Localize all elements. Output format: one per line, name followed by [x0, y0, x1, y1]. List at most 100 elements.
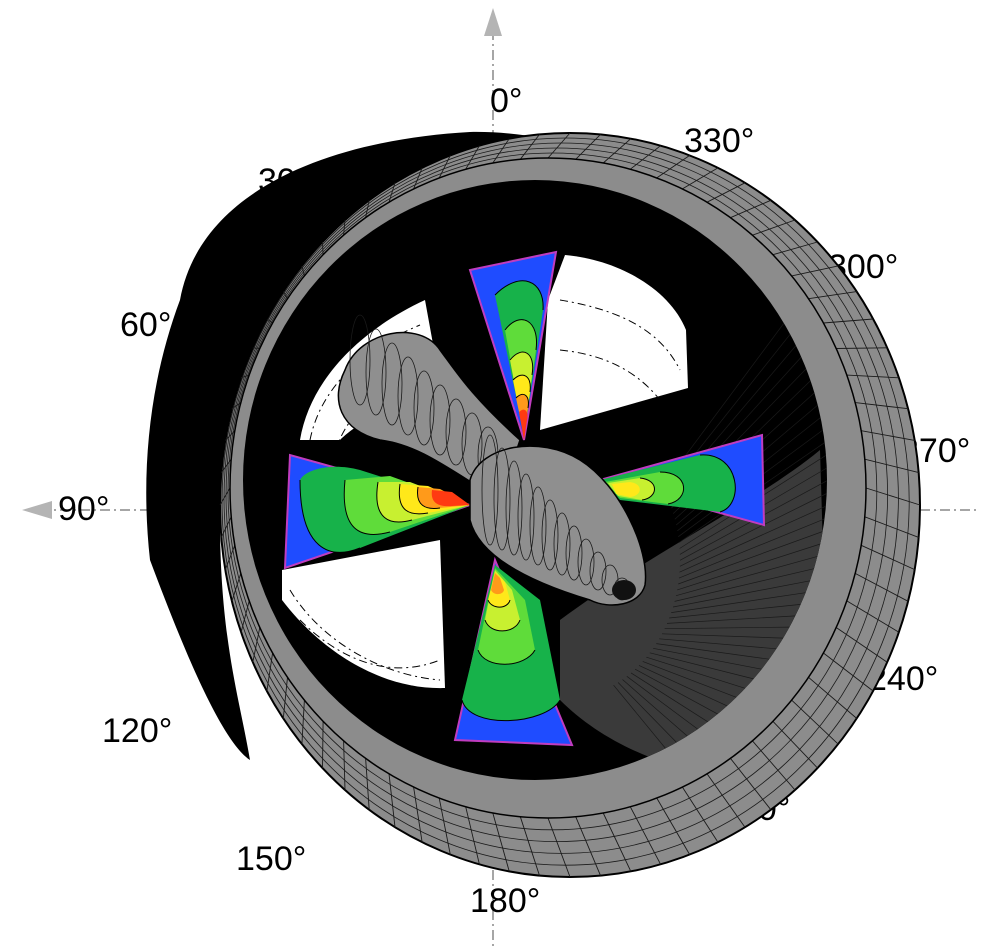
duct-ring-mesh-line: [266, 652, 274, 692]
duct-inner-wall-mesh-line: [622, 679, 688, 737]
duct-inner-wall-mesh-line: [626, 676, 698, 730]
duct-ring-mesh-line: [231, 573, 242, 602]
duct-ring-mesh-line: [413, 167, 423, 190]
hub-nose-mesh-ring: [493, 447, 511, 551]
duct-ring-mesh-line: [656, 797, 691, 855]
duct-ring-mesh-line: [730, 758, 772, 810]
duct-ring-mesh-line: [836, 347, 888, 349]
duct-ring-mesh-line: [438, 798, 451, 855]
duct-inner-wall-mesh-line: [672, 580, 811, 608]
duct-ring-mesh-line: [864, 458, 919, 474]
duct-ring-mesh-line: [365, 758, 370, 810]
hub-shaft-mesh-ring: [397, 356, 419, 436]
duct-ring-mesh-line: [730, 199, 771, 219]
duct-ring-mesh-line: [791, 699, 839, 745]
duct-inner-wall-mesh-line: [678, 518, 825, 579]
blade-top-contour-lines: [494, 280, 544, 409]
duct-inner-wall-mesh-line: [669, 604, 801, 619]
duct-ring-mesh-line: [706, 773, 746, 828]
hub-nose-mesh-ring: [481, 434, 499, 546]
duct-ring-mesh-line: [343, 740, 346, 791]
duct-ring-mesh-line: [282, 677, 288, 719]
opening-lower-left: [282, 540, 445, 689]
duct-ring-mesh-ring: [223, 142, 899, 854]
hub-shaft-mesh-ring: [349, 314, 371, 406]
duct-ring-mesh-line: [808, 676, 857, 719]
duct-ring-mesh-line: [846, 374, 899, 379]
angle-label-180: 180°: [470, 882, 540, 920]
angle-label-120: 120°: [102, 712, 172, 750]
duct-ring-mesh-line: [630, 145, 661, 170]
duct-ring-mesh-line: [823, 318, 874, 324]
duct-ring-mesh-line: [519, 816, 540, 876]
duct-inner-wall-mesh-line: [675, 556, 818, 597]
arrow-up-icon: [484, 8, 502, 36]
duct-inner-wall-mesh-line: [679, 505, 827, 573]
duct-ring-mesh-line: [575, 134, 601, 160]
blade-left-contour-lines: [299, 479, 441, 553]
propeller-hub: [337, 314, 647, 606]
angle-label-60: 60°: [120, 306, 171, 344]
hub-nose-mesh-ring: [553, 512, 571, 576]
hub-shaft-mesh-ring: [429, 384, 451, 456]
duct-ring-mesh-line: [865, 487, 921, 506]
duct-ring-mesh-ring: [227, 152, 878, 831]
hub-nose-mesh-ring: [565, 525, 583, 581]
duct-ring-mesh-line: [861, 544, 915, 571]
hub-shaft-mesh-ring: [365, 328, 387, 416]
duct-inner-wall-mesh-line: [674, 568, 815, 602]
duct-ring-mesh-line: [808, 291, 857, 300]
duct-inner-wall-mesh-line: [659, 638, 777, 650]
duct-inner-wall-mesh-line: [677, 543, 821, 591]
duct-ring-mesh-line: [706, 182, 746, 203]
duct-ring-mesh-line: [492, 812, 510, 872]
hub-nose-tip: [612, 580, 636, 600]
duct-ring-mesh-line: [861, 430, 915, 441]
duct-ring-mesh-ring: [221, 137, 910, 866]
hub-nose-mesh-ring: [589, 551, 607, 591]
duct-ring-mesh-ring: [225, 147, 888, 842]
duct-ring-mesh-line: [547, 132, 571, 159]
blade-top: [468, 250, 558, 441]
duct-ring-mesh-line: [413, 787, 423, 843]
duct-inner-wall-mesh-line: [642, 661, 737, 698]
duct-ring-mesh-line: [465, 145, 480, 170]
duct-ring-mesh-line: [224, 545, 236, 570]
angle-label-90: 90°: [58, 490, 109, 528]
duct-ring-mesh-line: [575, 816, 601, 876]
duct-ring-mesh-line: [682, 786, 719, 843]
duct-ring-mesh-line: [492, 138, 510, 164]
duct-ring-mesh-line: [252, 627, 261, 663]
duct-inner-wall-mesh-line: [664, 626, 790, 630]
duct-ring-mesh-line: [322, 721, 324, 769]
duct-ring-mesh-line: [854, 573, 909, 602]
hub-nose-mesh-ring: [529, 486, 547, 566]
duct-inner-wall-mesh-line: [634, 668, 718, 715]
hub-shaft-mesh-ring: [445, 398, 467, 466]
duct-inner-wall-mesh-line: [630, 672, 708, 723]
duct-ring-mesh-line: [823, 652, 874, 692]
duct-ring-mesh-line: [846, 600, 900, 633]
duct-ring-inner-edge: [229, 157, 867, 819]
duct-ring-mesh-line: [682, 167, 719, 190]
duct-ring-mesh-line: [752, 219, 796, 236]
duct-inner-wall-mesh-line: [653, 647, 762, 670]
duct-inner-wall-mesh-line: [646, 656, 746, 689]
angle-label-0: 0°: [490, 82, 523, 120]
duct-ring-mesh-line: [547, 817, 571, 878]
duct-ring-mesh-line: [791, 265, 839, 277]
duct-ring-mesh-line: [301, 700, 305, 745]
duct-ring-mesh-line: [602, 138, 632, 164]
duct-ring-mesh-line: [629, 806, 661, 865]
duct-ring-mesh: [219, 132, 921, 878]
blade-right: [596, 433, 766, 527]
duct-ring-mesh-line: [835, 627, 888, 663]
duct-inner-wall-mesh-line: [678, 531, 823, 585]
duct-ring-mesh-line: [602, 812, 632, 872]
blade-bottom-contour-orange: [491, 573, 504, 595]
blade-right-contour-lines: [639, 454, 736, 513]
hub-nose-mesh-ring: [505, 460, 523, 556]
hub-nose-mesh-ring: [517, 473, 535, 561]
duct-inner-wall-mesh-line: [656, 643, 770, 660]
